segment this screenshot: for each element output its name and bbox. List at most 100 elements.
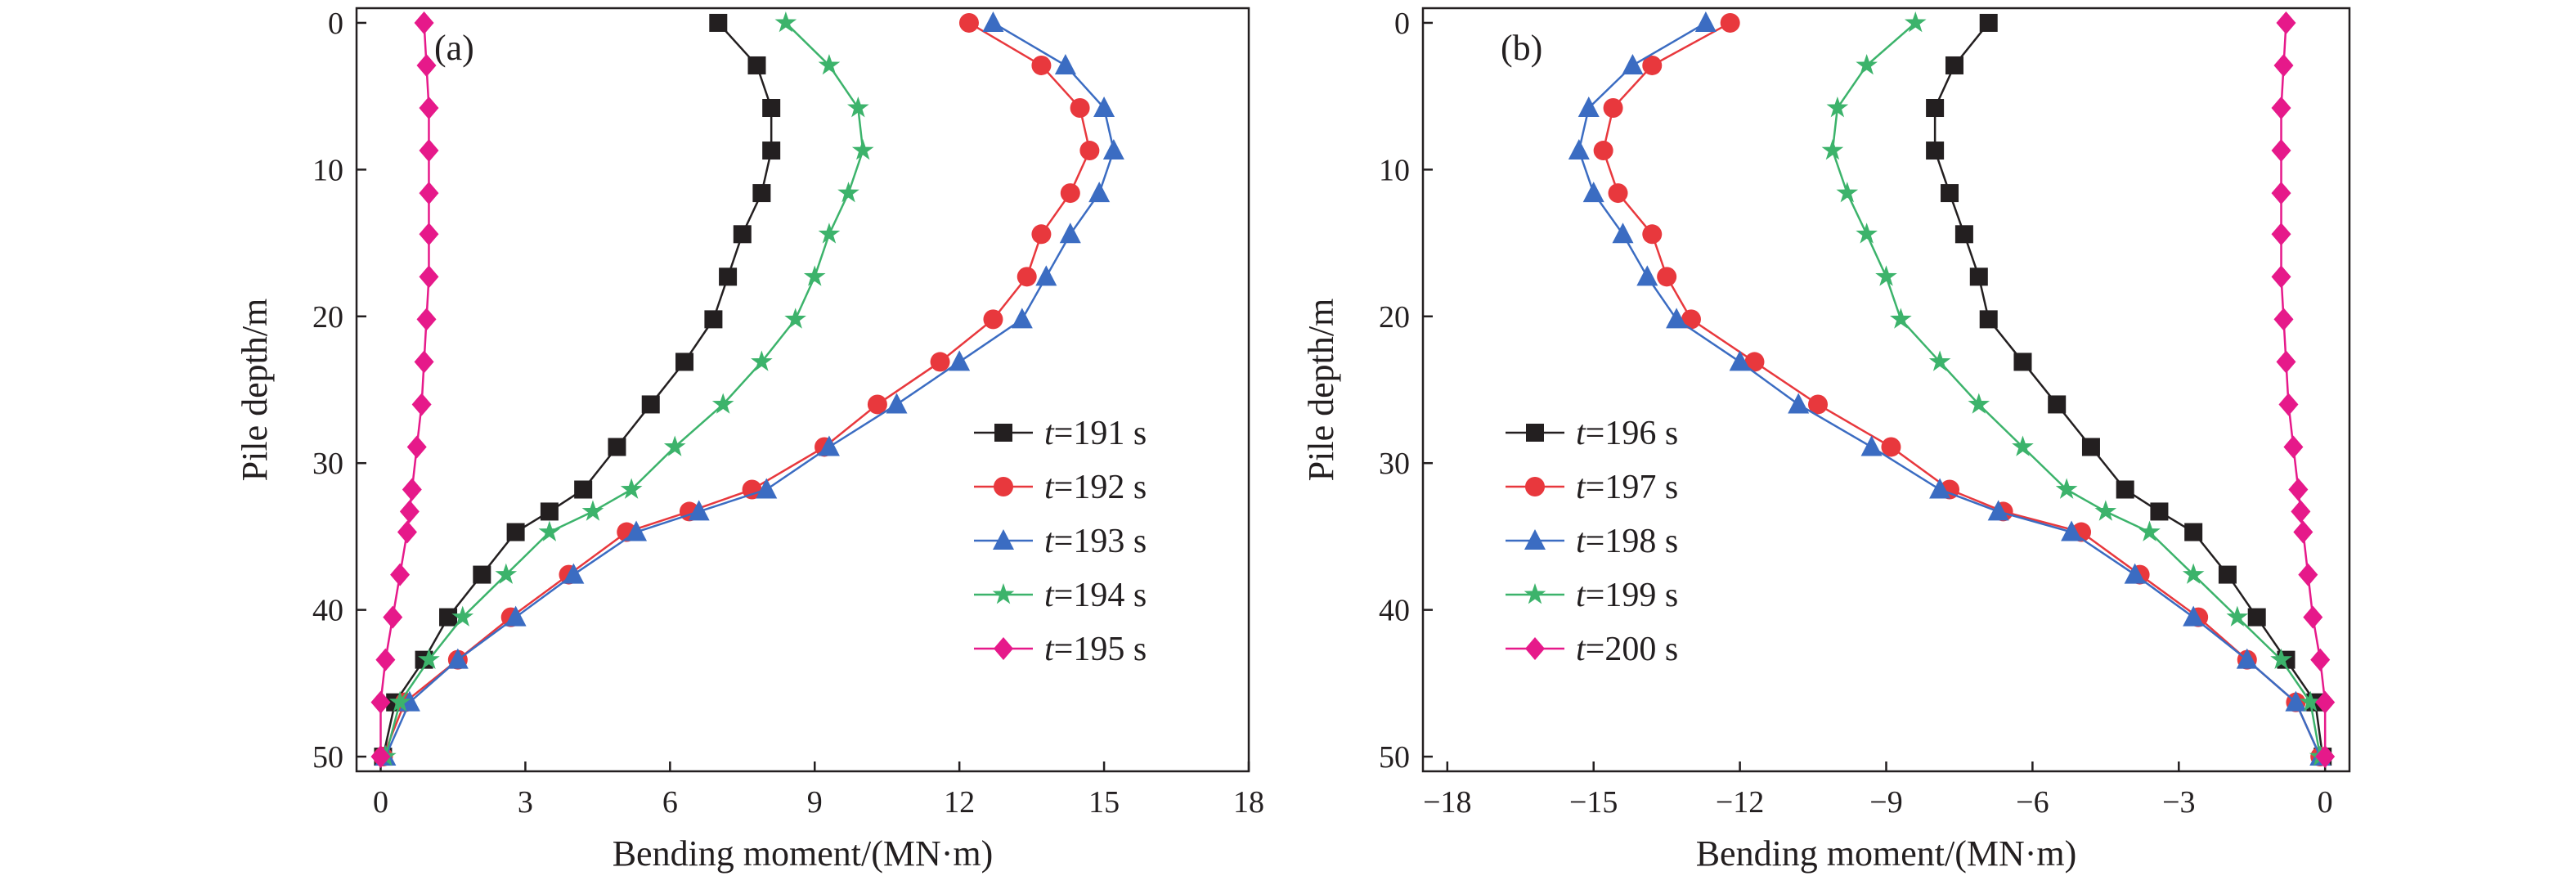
marker xyxy=(2184,523,2203,541)
plot-frame xyxy=(1421,7,2351,773)
marker xyxy=(1577,97,1600,118)
marker xyxy=(388,690,411,712)
marker xyxy=(2270,648,2292,669)
marker xyxy=(982,11,1004,32)
marker xyxy=(505,605,527,627)
marker xyxy=(711,393,734,414)
marker xyxy=(419,265,439,289)
legend-marker xyxy=(1524,529,1546,550)
panel-label: (a) xyxy=(434,28,474,68)
marker xyxy=(1744,352,1765,372)
marker xyxy=(2247,608,2266,627)
marker xyxy=(1054,53,1076,74)
marker xyxy=(2271,182,2291,205)
marker xyxy=(418,648,440,669)
marker xyxy=(563,563,585,584)
marker xyxy=(406,435,427,459)
marker xyxy=(1681,309,1701,330)
marker xyxy=(1954,225,1973,244)
marker xyxy=(1011,308,1033,329)
marker xyxy=(1642,55,1663,75)
marker xyxy=(2273,53,2294,77)
x-tick-label: 15 xyxy=(1088,785,1120,820)
marker xyxy=(2291,500,2311,523)
marker xyxy=(818,435,840,456)
y-tick-label: 10 xyxy=(1379,153,1410,187)
marker xyxy=(608,438,626,456)
marker xyxy=(2116,480,2134,499)
x-axis-label: Bending moment/(MN·m) xyxy=(613,833,994,874)
legend-marker xyxy=(994,424,1012,442)
marker xyxy=(2236,648,2258,669)
marker xyxy=(1070,98,1090,119)
marker xyxy=(2218,565,2237,584)
marker xyxy=(2271,97,2291,120)
x-tick-label: 9 xyxy=(807,785,823,820)
marker xyxy=(2276,11,2296,34)
marker xyxy=(2298,563,2318,586)
x-tick-label: −9 xyxy=(1869,785,1902,820)
marker xyxy=(574,480,593,499)
marker xyxy=(1808,394,1829,415)
legend-marker xyxy=(1525,477,1545,496)
marker xyxy=(958,12,979,33)
marker xyxy=(370,745,391,769)
legend-entry: t=197 s xyxy=(1576,469,1678,506)
series-line xyxy=(1933,22,2324,757)
marker xyxy=(2273,308,2294,331)
marker xyxy=(1031,224,1052,245)
marker xyxy=(2150,502,2169,521)
marker xyxy=(2303,605,2323,629)
marker xyxy=(742,479,762,500)
marker xyxy=(1890,308,1912,329)
marker xyxy=(419,139,439,163)
marker xyxy=(416,53,437,77)
marker xyxy=(506,523,525,541)
marker xyxy=(1593,141,1613,161)
marker xyxy=(837,182,859,203)
x-tick-label: −15 xyxy=(1569,785,1618,820)
x-tick-label: −12 xyxy=(1716,785,1764,820)
series-line xyxy=(1577,21,2322,757)
marker xyxy=(1079,141,1100,161)
marker xyxy=(867,394,887,415)
y-axis-label: Pile depth/m xyxy=(1301,299,1341,482)
marker xyxy=(414,11,434,34)
marker xyxy=(641,395,660,414)
marker xyxy=(704,310,723,329)
plot-frame xyxy=(355,7,1250,773)
marker xyxy=(756,478,778,499)
marker xyxy=(2293,520,2313,544)
marker xyxy=(2288,478,2309,501)
marker xyxy=(1642,224,1663,245)
legend-entry: t=195 s xyxy=(1044,631,1147,668)
legend-entry: t=191 s xyxy=(1044,415,1147,452)
marker xyxy=(709,13,728,32)
y-tick-label: 0 xyxy=(328,7,343,41)
marker xyxy=(751,350,773,371)
marker xyxy=(2271,139,2291,163)
marker xyxy=(2271,222,2291,246)
marker xyxy=(784,308,806,329)
marker xyxy=(540,502,559,521)
marker xyxy=(762,142,781,160)
marker xyxy=(2315,690,2336,714)
x-tick-label: −3 xyxy=(2162,785,2195,820)
legend-entry: t=199 s xyxy=(1576,577,1678,614)
marker xyxy=(1926,99,1945,118)
marker xyxy=(1904,11,1927,33)
marker xyxy=(818,53,841,75)
marker xyxy=(414,350,434,374)
series-line xyxy=(2280,22,2327,757)
legend-marker xyxy=(993,529,1014,550)
marker xyxy=(419,97,439,120)
marker xyxy=(390,563,411,586)
marker xyxy=(1979,13,1998,32)
marker xyxy=(1612,222,1634,244)
marker xyxy=(688,500,710,521)
legend-entry: t=192 s xyxy=(1044,469,1147,506)
series-line xyxy=(382,22,773,757)
marker xyxy=(1836,182,1859,203)
marker xyxy=(1016,267,1037,287)
legend-marker xyxy=(994,637,1013,660)
